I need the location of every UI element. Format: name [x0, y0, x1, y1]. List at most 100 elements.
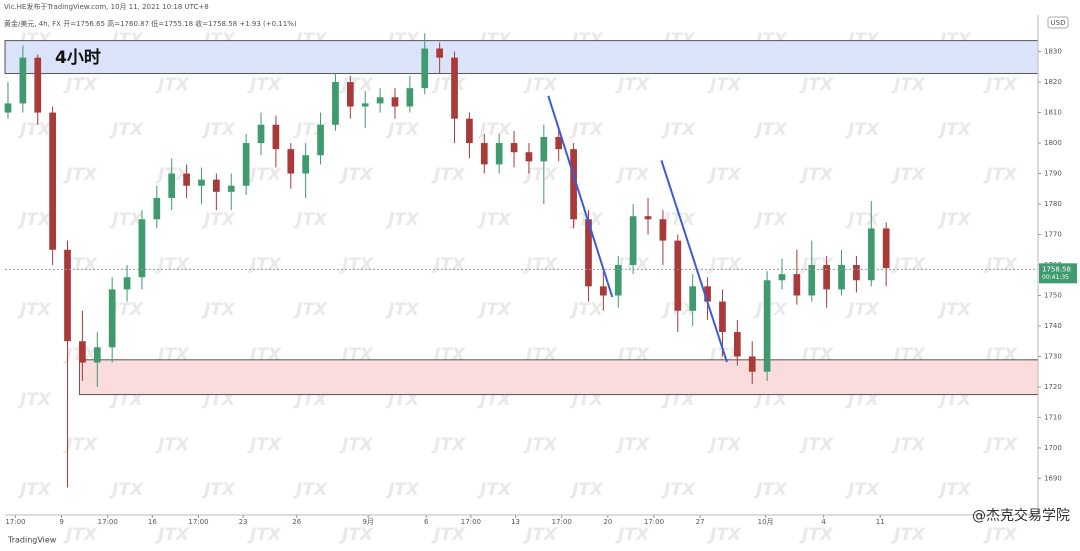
candle-body: [19, 57, 27, 104]
x-tick-label: 17:00: [644, 518, 664, 526]
watermark: JTX: [707, 255, 742, 275]
candle-body: [64, 249, 71, 342]
candle-body: [391, 97, 399, 107]
watermark: JTX: [477, 210, 512, 230]
candle-body: [436, 48, 443, 58]
candle-body: [108, 289, 116, 348]
watermark: JTX: [891, 525, 926, 545]
y-tick-label: 1780: [1044, 200, 1062, 208]
watermark: JTX: [155, 255, 190, 275]
x-tick-label: 17:00: [5, 518, 25, 526]
watermark: JTX: [845, 300, 880, 320]
y-tick-label: 1750: [1044, 291, 1062, 299]
watermark: JTX: [661, 120, 696, 140]
watermark: JTX: [385, 300, 420, 320]
y-tick-label: 1740: [1044, 322, 1062, 330]
watermark: JTX: [937, 210, 972, 230]
watermark: JTX: [799, 165, 834, 185]
watermark: JTX: [431, 525, 466, 545]
currency-box[interactable]: [1047, 16, 1069, 29]
y-tick-label: 1820: [1044, 78, 1062, 86]
candle-body: [644, 216, 652, 220]
y-tick-label: 1830: [1044, 48, 1062, 56]
watermark: JTX: [523, 255, 558, 275]
watermark: JTX: [431, 255, 466, 275]
watermark: JTX: [845, 210, 880, 230]
candle-body: [614, 265, 622, 296]
candle-body: [495, 143, 503, 165]
watermark: JTX: [707, 435, 742, 455]
watermark: JTX: [753, 210, 788, 230]
watermark: JTX: [615, 165, 650, 185]
watermark: JTX: [63, 75, 98, 95]
candle-body: [123, 277, 131, 290]
watermark: JTX: [891, 75, 926, 95]
candle-body: [287, 149, 295, 174]
candle-body: [629, 216, 637, 265]
watermark: JTX: [385, 120, 420, 140]
watermark: JTX: [201, 480, 236, 500]
candle-body: [138, 219, 146, 278]
credit: @杰克交易学院: [972, 507, 1070, 524]
candle-body: [332, 82, 339, 125]
ohlc-legend: 黄金/美元, 4h, FX 开=1756.65 高=1760.87 低=1755…: [4, 19, 297, 28]
watermark: JTX: [569, 120, 604, 140]
candle-body: [346, 82, 354, 107]
watermark: JTX: [385, 210, 420, 230]
plot: [4, 33, 1038, 488]
watermark: JTX: [937, 120, 972, 140]
watermark: JTX: [937, 480, 972, 500]
watermark: JTX: [431, 435, 466, 455]
candle-body: [808, 265, 816, 296]
watermark: JTX: [477, 120, 512, 140]
candle-body: [763, 280, 771, 372]
watermark: JTX: [109, 210, 144, 230]
watermark: JTX: [615, 525, 650, 545]
watermark: JTX: [523, 165, 558, 185]
candle-body: [272, 124, 280, 150]
watermark: JTX: [845, 120, 880, 140]
watermark: JTX: [799, 525, 834, 545]
watermark: JTX: [799, 435, 834, 455]
zone-label: 4小时: [55, 48, 101, 68]
watermark: JTX: [753, 300, 788, 320]
zone: [78, 359, 1039, 396]
watermark: JTX: [155, 525, 190, 545]
x-tick-label: 11: [876, 518, 885, 526]
candle-body: [49, 112, 56, 250]
candle-body: [748, 356, 756, 372]
candle-body: [93, 347, 101, 363]
watermark: JTX: [247, 75, 282, 95]
watermark: JTX: [523, 525, 558, 545]
watermark: JTX: [753, 120, 788, 140]
watermark: JTX: [431, 75, 466, 95]
candle-body: [570, 149, 577, 220]
watermark: JTX: [477, 300, 512, 320]
candle-body: [600, 286, 607, 296]
candle-body: [451, 57, 458, 119]
last-price-box: [1039, 263, 1077, 284]
x-tick-label: 20: [603, 518, 612, 526]
y-tick-label: 1730: [1044, 352, 1062, 360]
watermark: JTX: [385, 480, 420, 500]
watermark: JTX: [109, 480, 144, 500]
candle-body: [525, 152, 533, 162]
watermark: JTX: [247, 435, 282, 455]
candle-body: [183, 173, 190, 186]
candle-body: [510, 143, 518, 153]
watermark: JTX: [707, 525, 742, 545]
candle-body: [585, 219, 592, 287]
countdown: 00:41:35: [1042, 274, 1069, 281]
watermark: JTX: [293, 300, 328, 320]
last-price: 1758.58: [1042, 265, 1071, 273]
candle-body: [674, 240, 682, 311]
watermark: JTX: [477, 480, 512, 500]
watermark: JTX: [63, 435, 98, 455]
candle-body: [838, 265, 845, 290]
candle-body: [689, 286, 697, 311]
x-tick-label: 17:00: [188, 518, 208, 526]
watermark: JTX: [615, 75, 650, 95]
watermark: JTX: [983, 435, 1018, 455]
